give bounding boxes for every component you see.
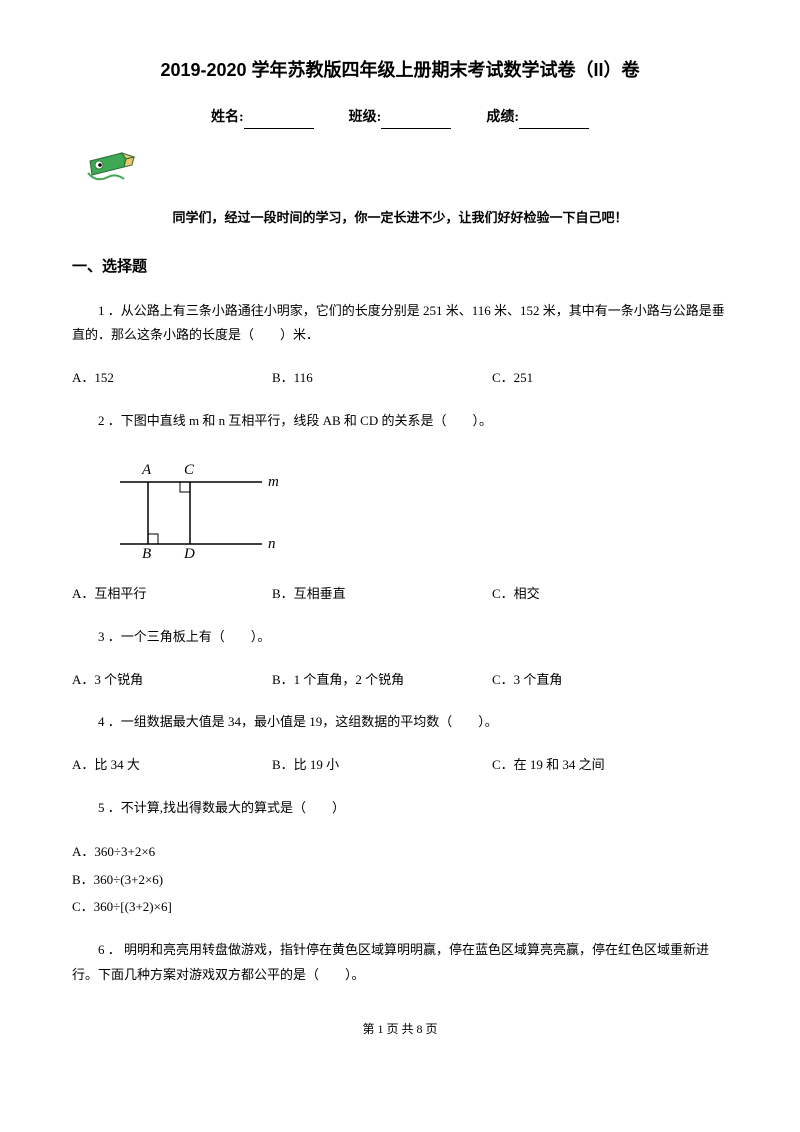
pencil-icon-row <box>72 147 728 198</box>
question-5: 5 ．不计算,找出得数最大的算式是（ ） <box>72 796 728 821</box>
question-3-options: A．3 个锐角 B．1 个直角，2 个锐角 C．3 个直角 <box>72 668 728 693</box>
q4-option-a: A．比 34 大 <box>72 753 272 778</box>
question-4: 4 ．一组数据最大值是 34，最小值是 19，这组数据的平均数（ ）。 <box>72 710 728 735</box>
svg-text:C: C <box>184 462 195 478</box>
section-1-heading: 一、选择题 <box>72 255 728 279</box>
svg-text:B: B <box>142 546 151 560</box>
score-blank[interactable] <box>519 115 589 129</box>
name-label: 姓名: <box>211 110 244 125</box>
q1-option-c: C．251 <box>492 366 533 391</box>
q3-option-b: B．1 个直角，2 个锐角 <box>272 668 492 693</box>
q2-option-b: B．互相垂直 <box>272 582 492 607</box>
student-info-line: 姓名: 班级: 成绩: <box>72 107 728 129</box>
question-3: 3 ．一个三角板上有（ ）。 <box>72 625 728 650</box>
question-1-options: A．152 B．116 C．251 <box>72 366 728 391</box>
q4-option-c: C．在 19 和 34 之间 <box>492 753 605 778</box>
q5-option-c: C．360÷[(3+2)×6] <box>72 893 728 920</box>
q3-option-a: A．3 个锐角 <box>72 668 272 693</box>
q5-option-a: A．360÷3+2×6 <box>72 838 728 865</box>
svg-text:D: D <box>183 546 195 560</box>
page-footer: 第 1 页 共 8 页 <box>72 1020 728 1039</box>
q2-option-c: C．相交 <box>492 582 540 607</box>
svg-text:m: m <box>268 474 279 490</box>
question-4-options: A．比 34 大 B．比 19 小 C．在 19 和 34 之间 <box>72 753 728 778</box>
question-2-options: A．互相平行 B．互相垂直 C．相交 <box>72 582 728 607</box>
svg-text:n: n <box>268 536 276 552</box>
name-blank[interactable] <box>244 115 314 129</box>
class-label: 班级: <box>349 110 382 125</box>
svg-text:A: A <box>141 462 152 478</box>
pencil-icon <box>82 147 140 191</box>
q3-option-c: C．3 个直角 <box>492 668 562 693</box>
question-5-options: A．360÷3+2×6 B．360÷(3+2×6) C．360÷[(3+2)×6… <box>72 838 728 920</box>
q2-option-a: A．互相平行 <box>72 582 272 607</box>
q1-option-a: A．152 <box>72 366 272 391</box>
q1-option-b: B．116 <box>272 366 492 391</box>
exam-title: 2019-2020 学年苏教版四年级上册期末考试数学试卷（II）卷 <box>72 56 728 85</box>
question-1: 1 ．从公路上有三条小路通往小明家，它们的长度分别是 251 米、116 米、1… <box>72 299 728 348</box>
score-label: 成绩: <box>486 110 519 125</box>
q4-option-b: B．比 19 小 <box>272 753 492 778</box>
class-blank[interactable] <box>381 115 451 129</box>
question-6: 6 ． 明明和亮亮用转盘做游戏，指针停在黄色区域算明明赢，停在蓝色区域算亮亮赢，… <box>72 938 728 987</box>
question-2-diagram: A C B D m n <box>102 452 728 567</box>
q5-option-b: B．360÷(3+2×6) <box>72 866 728 893</box>
encouragement-text: 同学们，经过一段时间的学习，你一定长进不少，让我们好好检验一下自己吧！ <box>72 208 728 229</box>
question-2: 2 ．下图中直线 m 和 n 互相平行，线段 AB 和 CD 的关系是（ ）。 <box>72 409 728 434</box>
